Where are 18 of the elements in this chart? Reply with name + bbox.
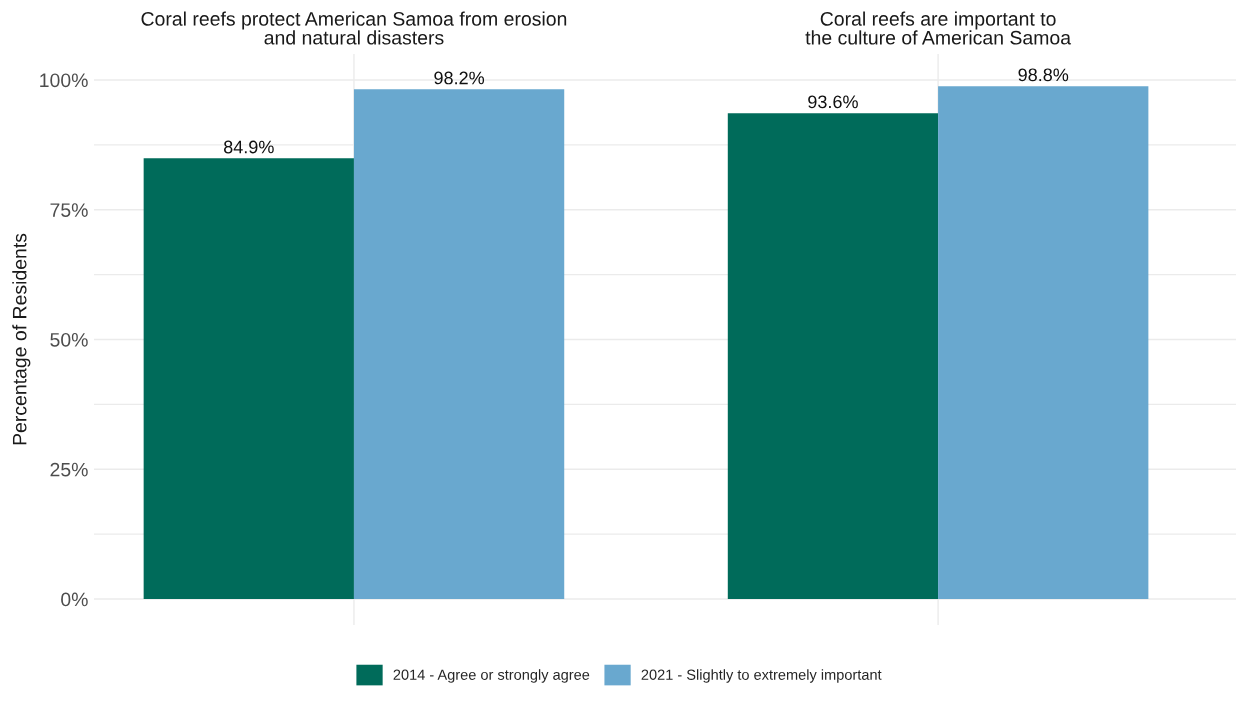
y-tick-label: 25% <box>50 462 88 477</box>
y-tick-label: 75% <box>50 203 88 217</box>
data-label: 98.8% <box>1018 68 1069 82</box>
y-tick-label: 0% <box>61 592 88 607</box>
legend-label: 2014 - Agree or strongly agree <box>393 669 590 683</box>
x-tick-label: Coral reefs are important to the culture of American Samoa <box>805 11 1072 45</box>
bar <box>727 113 939 600</box>
legend-label: 2021 - Slightly to extremely important <box>641 669 882 683</box>
y-tick-label: 50% <box>50 332 88 347</box>
y-tick-label: 100% <box>40 73 88 88</box>
data-label: 98.2% <box>434 71 485 85</box>
data-label: 93.6% <box>808 95 858 109</box>
bar <box>143 158 354 600</box>
data-label: 84.9% <box>223 140 274 154</box>
bar <box>353 89 565 600</box>
bar <box>938 86 1149 600</box>
y-axis-title: Percentage of Residents <box>12 233 31 445</box>
x-tick-label: Coral reefs protect American Samoa from erosion and natural disasters <box>141 11 567 45</box>
